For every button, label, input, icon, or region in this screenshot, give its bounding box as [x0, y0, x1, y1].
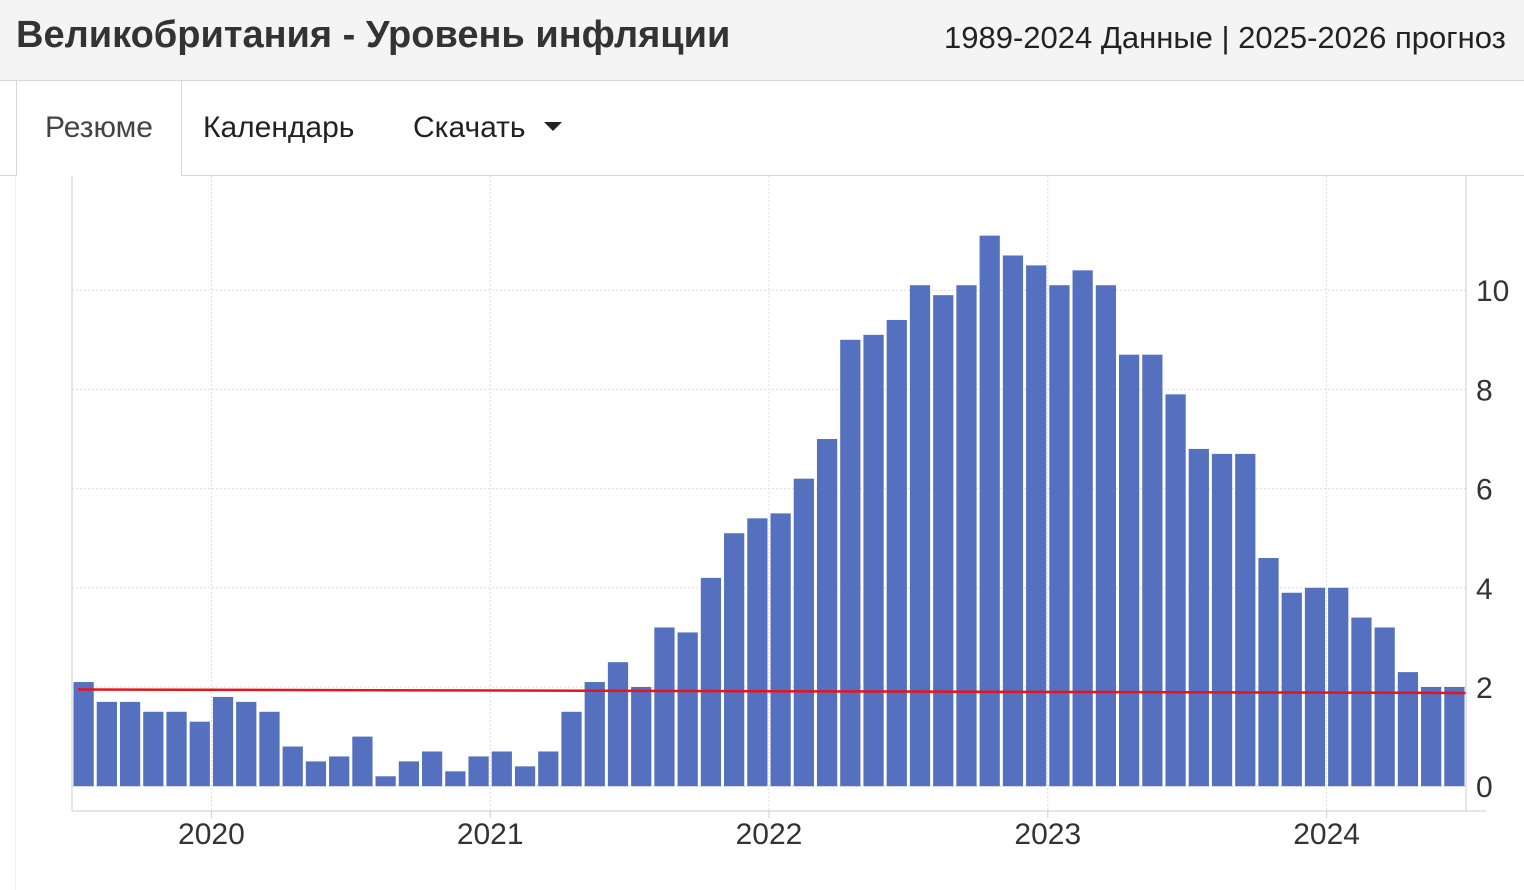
bar	[1095, 285, 1116, 787]
bar	[1397, 672, 1419, 787]
x-tick-label: 2024	[1293, 818, 1360, 851]
bar	[584, 682, 605, 787]
bar	[119, 701, 141, 787]
bar	[793, 478, 814, 787]
bar	[259, 711, 280, 787]
bar	[863, 334, 884, 787]
tab-summary[interactable]: Резюме	[16, 81, 182, 176]
average-line	[77, 688, 1467, 695]
bar	[1188, 448, 1209, 787]
x-tick-label: 2022	[736, 818, 803, 851]
bar	[96, 701, 117, 787]
x-tick-label: 2021	[457, 818, 524, 851]
bar	[770, 513, 791, 787]
bar	[143, 711, 164, 787]
bar	[1328, 587, 1349, 787]
bar	[724, 533, 745, 787]
y-tick-label: 0	[1476, 771, 1493, 804]
bar	[468, 756, 489, 787]
x-tick-label: 2020	[178, 818, 245, 851]
data-range-subtitle: 1989-2024 Данные | 2025-2026 прогноз	[944, 20, 1506, 55]
bar	[1002, 255, 1024, 787]
bar	[933, 295, 954, 787]
panel-border	[15, 176, 16, 890]
bar	[1211, 453, 1233, 787]
bar	[886, 319, 907, 787]
bar	[1258, 558, 1279, 787]
bar	[747, 518, 768, 787]
bar	[398, 761, 419, 787]
bar	[491, 751, 512, 787]
y-tick-label: 2	[1476, 672, 1493, 705]
y-tick-label: 6	[1476, 474, 1493, 507]
bar	[329, 756, 350, 787]
bar	[1142, 354, 1163, 787]
bar	[166, 711, 187, 787]
bar	[956, 285, 977, 787]
bar	[909, 285, 931, 787]
bar	[538, 751, 559, 787]
bar	[1444, 687, 1465, 787]
inflation-bar-chart: 0 2 4 6 8 10 2020 2021 2022 2023 2024	[71, 176, 1509, 851]
grid-layer	[72, 176, 1466, 811]
bar	[305, 761, 327, 787]
x-tick-label: 2023	[1014, 818, 1081, 851]
bar	[654, 627, 675, 787]
bar	[445, 771, 466, 787]
bar	[1119, 354, 1140, 787]
bar	[979, 235, 1000, 787]
bar	[631, 687, 652, 787]
bar	[212, 696, 234, 787]
bar	[1235, 453, 1256, 787]
bar	[1421, 687, 1442, 787]
bar	[1374, 627, 1395, 787]
bar	[282, 746, 303, 787]
bar	[1049, 285, 1070, 787]
tab-calendar[interactable]: Календарь	[203, 111, 355, 144]
bar	[1281, 592, 1302, 787]
bar	[840, 339, 861, 787]
tab-download-label: Скачать	[413, 111, 526, 144]
axis-layer: 0 2 4 6 8 10 2020 2021 2022 2023 2024	[71, 176, 1509, 851]
bar	[422, 751, 443, 787]
bar	[1304, 587, 1326, 787]
bar	[1165, 394, 1186, 787]
y-tick-label: 4	[1476, 573, 1493, 606]
bar	[189, 721, 210, 787]
bar	[816, 439, 838, 787]
bar	[561, 711, 582, 787]
caret-down-icon	[543, 121, 562, 131]
bar	[73, 682, 94, 787]
bar	[607, 662, 629, 787]
bar	[1351, 617, 1372, 787]
bar	[236, 701, 257, 787]
bar	[677, 632, 698, 787]
bar	[375, 776, 396, 787]
bar	[352, 736, 373, 787]
bar	[1026, 265, 1047, 787]
page-title: Великобритания - Уровень инфляции	[16, 14, 731, 56]
header-bar: Великобритания - Уровень инфляции 1989-2…	[0, 0, 1524, 81]
bar	[514, 766, 536, 787]
bar	[1072, 270, 1093, 787]
y-tick-label: 8	[1476, 374, 1493, 407]
bars-layer	[73, 235, 1465, 787]
bar	[700, 577, 722, 787]
y-tick-label: 10	[1476, 275, 1509, 308]
tab-download[interactable]: Скачать	[413, 81, 562, 175]
tab-bar: Резюме Календарь Скачать	[0, 81, 1524, 176]
average-line-layer	[77, 688, 1467, 695]
